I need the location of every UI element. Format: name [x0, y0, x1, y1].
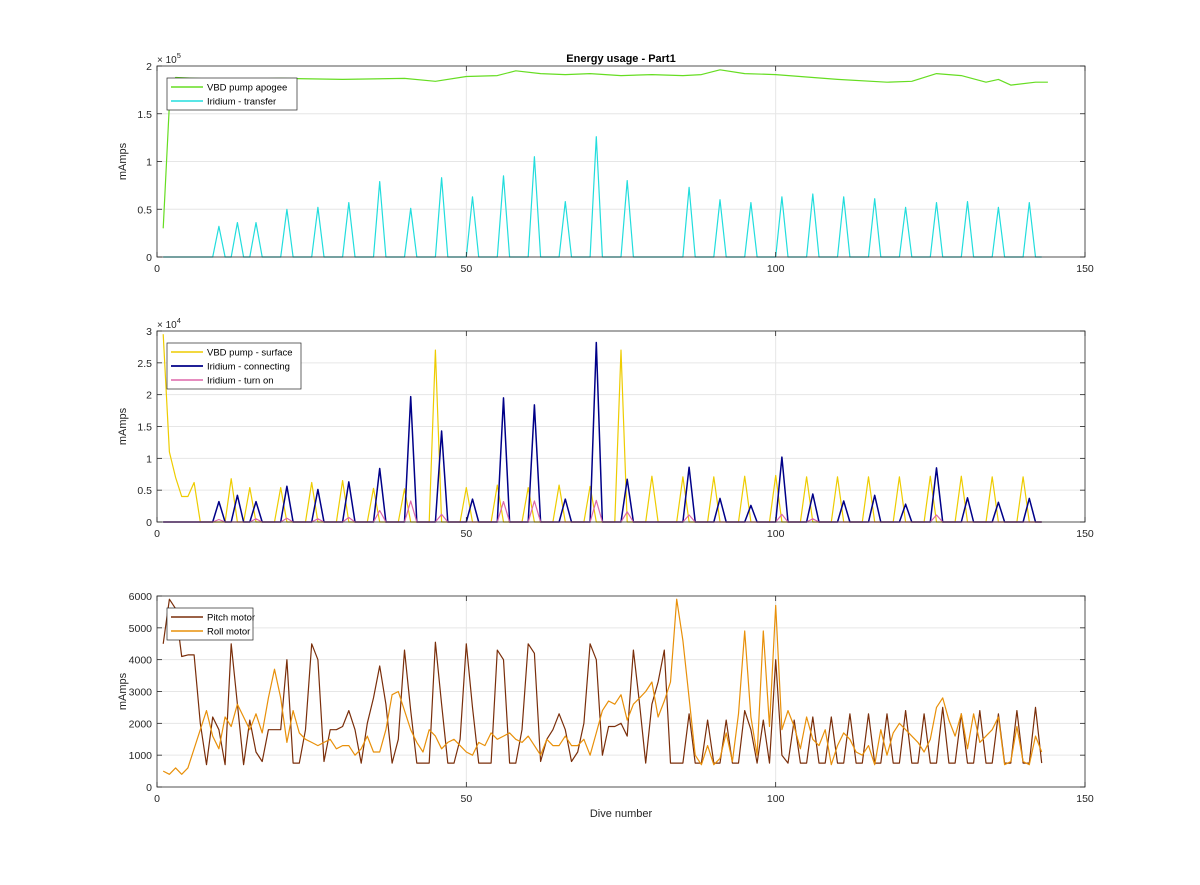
legend: Pitch motor Roll motor [166, 607, 255, 641]
subplot-2: 0 50 100 150 0 0.5 1 1.5 2 2.5 3 × 104 mAmps VBD pump… [117, 316, 1094, 540]
y-tick-label: 2 [146, 61, 152, 73]
y-axis-label: mAmps [117, 672, 129, 710]
y-tick-label: 5000 [129, 623, 153, 635]
x-tick-label: 100 [767, 793, 785, 805]
legend: VBD pump - surface Iridium - connecting Ir… [166, 342, 302, 390]
x-tick-label: 100 [767, 263, 785, 275]
legend-entry: Iridium - transfer [207, 97, 276, 108]
y-axis-label: mAmps [117, 407, 129, 445]
exponent-power: 4 [177, 316, 181, 325]
x-tick-label: 50 [460, 528, 472, 540]
exponent-power: 5 [177, 51, 181, 60]
exponent-base: × 10 [157, 55, 177, 66]
x-axis-label: Dive number [590, 808, 653, 820]
y-tick-label: 1000 [129, 750, 153, 762]
legend-entry: Iridium - turn on [207, 376, 274, 387]
x-tick-label: 150 [1076, 263, 1094, 275]
y-tick-label: 1 [146, 157, 152, 169]
x-tick-label: 150 [1076, 793, 1094, 805]
legend-entry: VBD pump apogee [207, 83, 287, 94]
x-tick-label: 0 [154, 793, 160, 805]
exponent-base: × 10 [157, 320, 177, 331]
x-tick-label: 0 [154, 528, 160, 540]
chart-title: Energy usage - Part1 [566, 53, 675, 65]
y-tick-label: 6000 [129, 591, 153, 603]
legend-entry: Iridium - connecting [207, 362, 290, 373]
y-tick-label: 0.5 [137, 204, 152, 216]
y-axis-label: mAmps [117, 142, 129, 180]
y-tick-label: 3 [146, 326, 152, 338]
y-tick-label: 1 [146, 453, 152, 465]
y-axis-exponent: × 105 [157, 51, 181, 66]
y-tick-label: 0 [146, 782, 152, 794]
y-tick-label: 4000 [129, 655, 153, 667]
y-tick-label: 1.5 [137, 109, 152, 121]
legend: VBD pump apogee Iridium - transfer [166, 77, 298, 111]
y-tick-label: 2 [146, 390, 152, 402]
series-line-roll-motor [162, 598, 1043, 775]
y-tick-label: 3000 [129, 687, 153, 699]
series-line-pitch-motor [162, 598, 1043, 766]
legend-box [166, 77, 298, 111]
y-tick-label: 2.5 [137, 358, 152, 370]
y-tick-label: 0 [146, 252, 152, 264]
legend-entry: Roll motor [207, 627, 250, 638]
x-tick-label: 50 [460, 263, 472, 275]
legend-entry: Pitch motor [207, 613, 255, 624]
subplot-3: 0 50 100 150 0 1000 2000 3000 4000 5000 6000 mAmps D… [117, 591, 1094, 820]
legend-entry: VBD pump - surface [207, 348, 293, 359]
x-tick-label: 50 [460, 793, 472, 805]
x-tick-label: 150 [1076, 528, 1094, 540]
y-tick-label: 1.5 [137, 422, 152, 434]
series-line-vbd-pump-apogee [162, 69, 1048, 229]
legend-box [166, 607, 254, 641]
subplot-1: 0 50 100 150 0 0.5 1 1.5 2 × 105 mAmps Energy usage… [117, 51, 1094, 275]
y-tick-label: 2000 [129, 718, 153, 730]
y-tick-label: 0 [146, 517, 152, 529]
x-tick-label: 100 [767, 528, 785, 540]
y-tick-label: 0.5 [137, 485, 152, 497]
y-axis-exponent: × 104 [157, 316, 181, 331]
x-tick-label: 0 [154, 263, 160, 275]
